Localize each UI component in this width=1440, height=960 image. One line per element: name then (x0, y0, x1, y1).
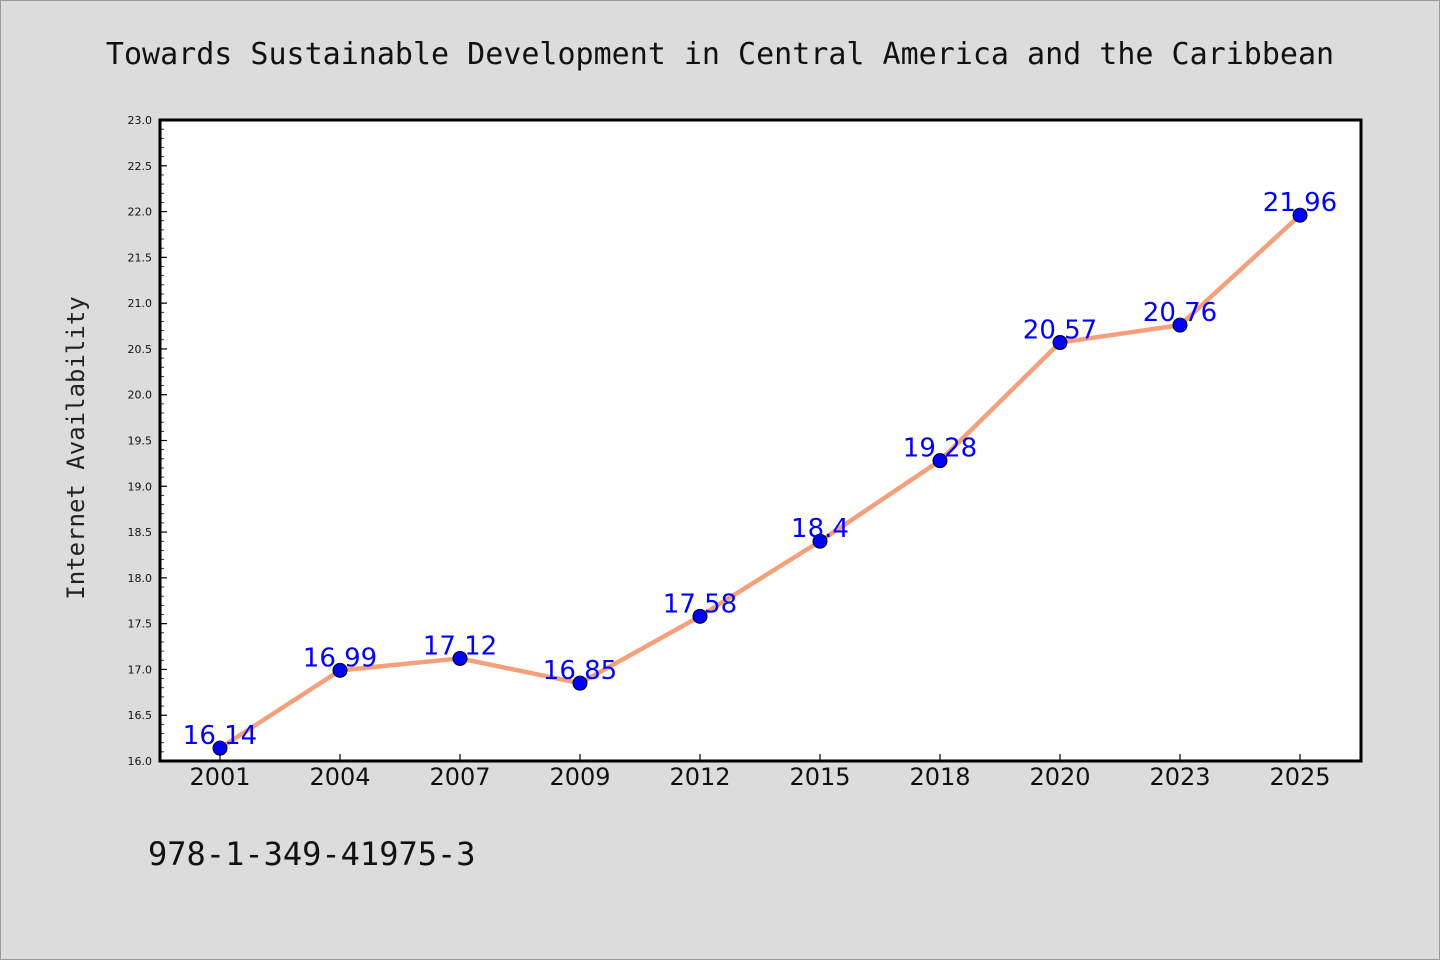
x-tick-label: 2012 (669, 763, 730, 791)
y-tick-label: 19.5 (128, 435, 153, 448)
x-tick-label: 2025 (1269, 763, 1330, 791)
data-point-label: 18.4 (791, 514, 849, 544)
x-tick-label: 2015 (789, 763, 850, 791)
data-point-marker (812, 533, 828, 549)
x-axis: 2001 2004 2007 2009 2012 2015 2018 2020 2023 2025 (189, 754, 1331, 791)
chart-title: Towards Sustainable Development in Centr… (106, 37, 1334, 72)
data-point-marker (212, 740, 228, 756)
y-tick-label: 21.0 (128, 297, 153, 310)
series-line (217, 212, 1303, 751)
y-tick-label: 22.0 (128, 206, 153, 219)
data-point-marker (1292, 207, 1308, 223)
data-series (212, 207, 1308, 756)
x-tick-label: 2007 (429, 763, 490, 791)
data-point-marker (1052, 335, 1068, 351)
data-point-marker (332, 662, 348, 678)
plot-area (158, 118, 1363, 763)
data-labels: 16.14 16.99 17.12 16.85 17.58 18.4 19.28 20.57 2… (183, 188, 1337, 751)
isbn-annotation: 978-1-349-41975-3 (148, 835, 476, 873)
y-tick-label: 20.0 (128, 389, 153, 402)
x-tick-label: 2004 (309, 763, 370, 791)
y-tick-label: 20.5 (128, 343, 153, 356)
data-point-label: 21.96 (1263, 188, 1337, 218)
data-point-marker (1172, 317, 1188, 333)
x-tick-label: 2020 (1029, 763, 1090, 791)
y-tick-label: 21.5 (128, 251, 153, 264)
data-point-label: 20.76 (1143, 298, 1217, 328)
data-point-marker (572, 675, 588, 691)
data-point-marker (692, 608, 708, 624)
y-tick-label: 17.5 (128, 618, 153, 631)
data-point-label: 19.28 (903, 434, 977, 464)
y-axis: 16.0 16.5 17.0 17.5 18.0 18.5 19.0 19.5 20.0 20.5… (128, 114, 167, 768)
data-point-marker (452, 650, 468, 666)
data-point-label: 20.57 (1023, 316, 1097, 346)
data-point-label: 16.14 (183, 721, 257, 751)
y-axis-label: Internet Availability (62, 296, 90, 599)
data-point-label: 16.85 (543, 656, 617, 686)
y-tick-label: 19.0 (128, 480, 153, 493)
x-tick-label: 2023 (1149, 763, 1210, 791)
data-point-label: 17.58 (663, 589, 737, 619)
x-tick-label: 2001 (189, 763, 250, 791)
y-tick-label: 16.5 (128, 709, 153, 722)
y-tick-label: 23.0 (128, 114, 153, 127)
y-tick-label: 18.5 (128, 526, 153, 539)
x-tick-label: 2018 (909, 763, 970, 791)
x-tick-label: 2009 (549, 763, 610, 791)
y-tick-label: 22.5 (128, 160, 153, 173)
data-point-marker (932, 453, 948, 469)
y-tick-label: 17.0 (128, 663, 153, 676)
y-tick-label: 18.0 (128, 572, 153, 585)
y-tick-label: 16.0 (128, 755, 153, 768)
data-point-label: 17.12 (423, 631, 497, 661)
data-point-label: 16.99 (303, 643, 377, 673)
